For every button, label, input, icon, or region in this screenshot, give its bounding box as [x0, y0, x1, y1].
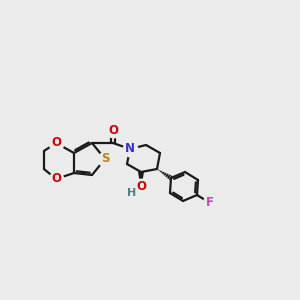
Text: O: O: [108, 124, 118, 136]
Text: N: N: [125, 142, 135, 155]
Text: H: H: [128, 188, 136, 198]
Text: O: O: [51, 136, 61, 149]
Polygon shape: [139, 172, 143, 186]
Text: O: O: [136, 179, 146, 193]
Text: F: F: [206, 196, 214, 209]
Text: S: S: [101, 152, 109, 166]
Text: O: O: [51, 172, 61, 185]
